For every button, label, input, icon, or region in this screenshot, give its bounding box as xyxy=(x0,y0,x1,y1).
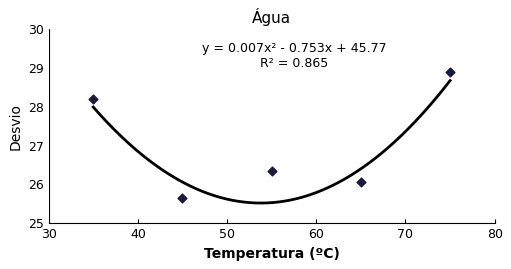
Point xyxy=(89,97,97,101)
Y-axis label: Desvio: Desvio xyxy=(8,102,22,150)
Point xyxy=(268,169,276,173)
X-axis label: Temperatura (ºC): Temperatura (ºC) xyxy=(204,247,340,261)
Point xyxy=(178,196,187,200)
Point xyxy=(357,180,365,185)
Text: y = 0.007x² - 0.753x + 45.77
R² = 0.865: y = 0.007x² - 0.753x + 45.77 R² = 0.865 xyxy=(202,43,386,70)
Point xyxy=(446,69,454,74)
Title: Água: Água xyxy=(252,8,291,26)
